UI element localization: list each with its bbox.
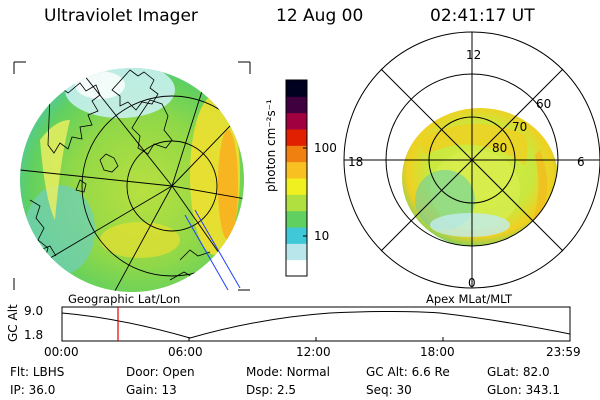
altitude-ytick-low: 1.8 — [24, 328, 44, 342]
info-dsp: Dsp: 2.5 — [246, 383, 297, 397]
colorbar-swatch — [286, 178, 307, 195]
colorbar — [285, 79, 308, 277]
info-gain: Gain: 13 — [126, 383, 177, 397]
altitude-ytick-high: 9.0 — [24, 304, 44, 318]
lat-label-80: 80 — [492, 141, 508, 155]
info-glon: GLon: 343.1 — [487, 383, 560, 397]
colorbar-swatch — [286, 145, 307, 163]
colorbar-swatch — [286, 194, 307, 212]
mlt-label-0: 0 — [468, 276, 476, 290]
altitude-xtick-0000: 00:00 — [44, 345, 79, 359]
altitude-xtick-1200: 12:00 — [296, 345, 331, 359]
altitude-xtick-0600: 06:00 — [168, 345, 203, 359]
time-label: 02:41:17 UT — [430, 6, 535, 26]
colorbar-swatch — [286, 259, 307, 277]
geographic-image — [13, 61, 251, 292]
colorbar-swatch — [286, 227, 307, 244]
colorbar-tick-10: 10 — [314, 229, 330, 243]
geographic-caption: Geographic Lat/Lon — [68, 292, 181, 306]
colorbar-swatch — [286, 210, 307, 228]
info-glat: GLat: 82.0 — [487, 365, 550, 379]
info-ip: IP: 36.0 — [10, 383, 56, 397]
info-door: Door: Open — [126, 365, 195, 379]
mlt-label-18: 18 — [348, 155, 364, 169]
magnetic-polar-plot — [343, 31, 600, 289]
colorbar-swatch — [286, 112, 307, 130]
altitude-xtick-2359: 23:59 — [546, 345, 581, 359]
colorbar-unit-label: photon cm⁻²s⁻¹ — [264, 99, 278, 192]
colorbar-swatch — [286, 96, 307, 114]
colorbar-swatch — [286, 129, 307, 146]
info-gcalt: GC Alt: 6.6 Re — [366, 365, 450, 379]
colorbar-tick-100: 100 — [314, 141, 337, 155]
apex-caption: Apex MLat/MLT — [426, 292, 513, 306]
lat-label-60: 60 — [536, 97, 552, 111]
instrument-title: Ultraviolet Imager — [44, 6, 198, 26]
mlt-label-6: 6 — [577, 155, 585, 169]
colorbar-frame — [285, 79, 308, 277]
info-seq: Seq: 30 — [366, 383, 412, 397]
lat-label-70: 70 — [512, 120, 528, 134]
info-mode: Mode: Normal — [246, 365, 330, 379]
altitude-ylabel: GC Alt — [6, 304, 20, 342]
date-label: 12 Aug 00 — [276, 6, 364, 26]
info-flt: Flt: LBHS — [10, 365, 65, 379]
colorbar-swatch — [286, 243, 307, 261]
altitude-plot — [61, 306, 571, 342]
mlt-label-12: 12 — [466, 48, 482, 62]
altitude-xtick-1800: 18:00 — [420, 345, 455, 359]
colorbar-swatch — [286, 161, 307, 179]
colorbar-swatch — [286, 80, 307, 97]
